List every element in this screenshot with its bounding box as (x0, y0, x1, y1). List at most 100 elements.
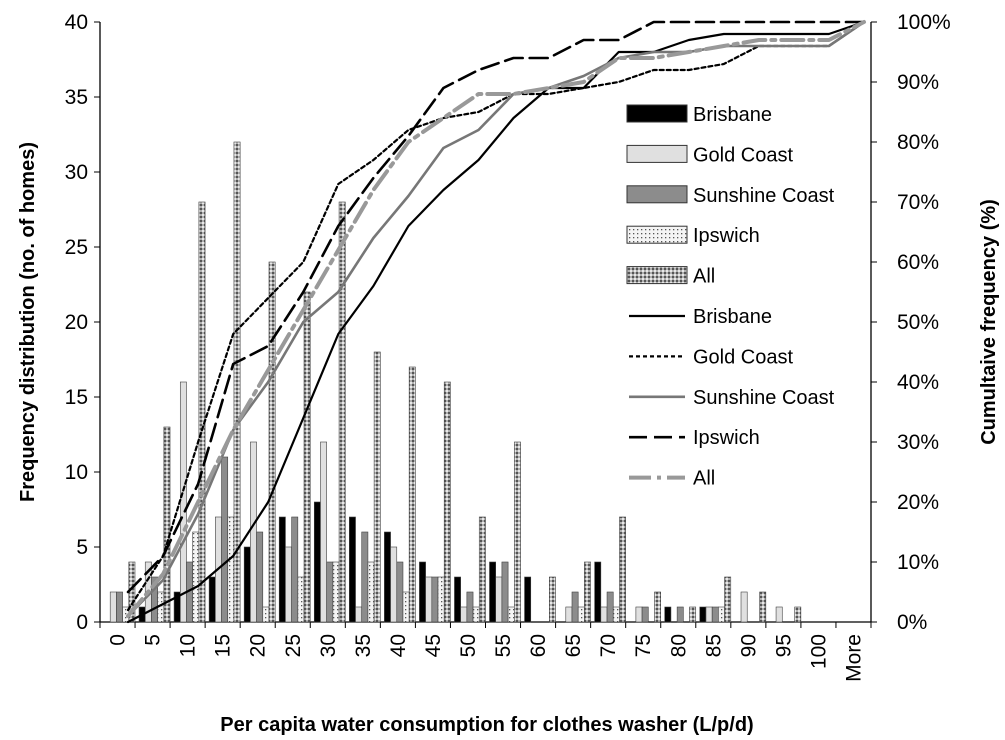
bar-all (408, 366, 416, 623)
x-tick-label: 10 (177, 634, 200, 657)
bar-gold-coast (775, 606, 783, 623)
x-tick-label: 95 (772, 634, 795, 657)
bar-ipswich (437, 576, 445, 623)
y2-tick-label: 50% (897, 311, 939, 334)
x-tick-label: 90 (737, 634, 760, 657)
cumulative-line-brisbane (126, 20, 866, 624)
y2-tick-label: 90% (897, 71, 939, 94)
legend-label: All (693, 468, 715, 490)
tick-labels: 05101520253035400%10%20%30%40%50%60%70%8… (65, 11, 951, 682)
legend-swatch (626, 225, 688, 244)
bar-brisbane (524, 576, 532, 623)
bar-all (654, 591, 661, 623)
x-tick-label: 80 (667, 634, 690, 657)
bar-gold-coast (600, 606, 608, 623)
bar-gold-coast (565, 606, 573, 623)
bar-all (163, 426, 171, 623)
bar-brisbane (419, 561, 426, 623)
bar-sunshine-coast (431, 576, 439, 623)
x-tick-label: 30 (317, 634, 340, 657)
bar-brisbane (454, 576, 461, 623)
y-tick-label: 35 (65, 86, 88, 109)
x-tick-label: 70 (597, 634, 620, 657)
x-tick-label: 100 (807, 634, 830, 669)
bars-layer (109, 141, 802, 623)
y2-tick-label: 30% (897, 431, 939, 454)
legend-label: Gold Coast (693, 346, 793, 368)
x-tick-label: 20 (247, 634, 270, 657)
bar-sunshine-coast (396, 561, 404, 623)
y2-tick-label: 70% (897, 191, 939, 214)
bar-gold-coast (355, 606, 363, 623)
bar-all (619, 516, 626, 623)
x-tick-label: 50 (457, 634, 480, 657)
x-tick-label: 60 (527, 634, 550, 657)
bar-gold-coast (635, 606, 643, 623)
x-tick-label: 40 (387, 634, 410, 657)
legend-swatch (626, 144, 688, 163)
cumulative-line-sunshine-coast (126, 20, 866, 618)
bar-brisbane (384, 531, 391, 623)
bar-all (794, 606, 802, 623)
y2-tick-label: 60% (897, 251, 939, 274)
y2-axis-title: Cumultaive frequency (%) (978, 199, 1000, 445)
x-tick-label: 15 (212, 634, 235, 657)
y2-tick-label: 0% (897, 611, 927, 634)
bar-ipswich (192, 531, 200, 623)
bar-sunshine-coast (326, 561, 334, 623)
bar-gold-coast (705, 606, 713, 623)
y-tick-label: 10 (65, 461, 88, 484)
y-tick-label: 25 (65, 236, 88, 259)
bar-gold-coast (250, 441, 257, 623)
x-tick-label: 75 (632, 634, 655, 657)
legend-label: Gold Coast (693, 144, 793, 166)
bar-brisbane (243, 546, 251, 623)
bar-sunshine-coast (641, 606, 649, 623)
cumulative-line-ipswich (126, 20, 866, 594)
bar-ipswich (227, 516, 235, 623)
y-tick-label: 20 (65, 311, 88, 334)
legend-label: Ipswich (693, 225, 760, 247)
bar-all (233, 141, 241, 623)
lines-layer (126, 20, 866, 624)
bar-sunshine-coast (466, 591, 474, 623)
bar-gold-coast (740, 591, 748, 623)
y-tick-label: 15 (65, 386, 88, 409)
y-tick-label: 0 (76, 611, 88, 634)
bar-sunshine-coast (361, 531, 369, 623)
legend-label: Brisbane (693, 104, 772, 126)
x-tick-label: 25 (282, 634, 305, 657)
x-tick-label: 45 (422, 634, 445, 657)
legend: Brisbane Gold Coast Sunshine Coast Ipswich A… (626, 104, 835, 490)
x-tick-label: 85 (702, 634, 725, 657)
x-tick-label: 0 (107, 634, 130, 646)
bar-gold-coast (460, 606, 468, 623)
x-tick-label: 5 (142, 634, 165, 646)
bar-all (268, 261, 276, 623)
bar-ipswich (402, 591, 410, 623)
bar-ipswich (262, 606, 270, 623)
bar-ipswich (332, 561, 340, 623)
y-tick-label: 5 (76, 536, 88, 559)
bar-all (759, 591, 767, 623)
bar-sunshine-coast (606, 591, 614, 623)
bar-all (513, 441, 521, 623)
bar-brisbane (594, 561, 602, 623)
cumulative-line-gold-coast (126, 20, 866, 612)
y2-tick-label: 10% (897, 551, 939, 574)
legend-label: Sunshine Coast (693, 387, 835, 409)
x-tick-label: More (842, 634, 865, 682)
bar-ipswich (297, 576, 305, 623)
bar-all (338, 201, 346, 623)
bar-ipswich (472, 606, 480, 623)
x-axis-title: Per capita water consumption for clothes… (220, 714, 753, 736)
bar-all (689, 606, 697, 623)
x-tick-label: 65 (562, 634, 585, 657)
bar-sunshine-coast (256, 531, 264, 623)
bar-brisbane (489, 561, 496, 623)
legend-label: Ipswich (693, 427, 760, 449)
bar-all (303, 291, 311, 623)
bar-gold-coast (320, 441, 327, 623)
bar-brisbane (699, 606, 707, 623)
